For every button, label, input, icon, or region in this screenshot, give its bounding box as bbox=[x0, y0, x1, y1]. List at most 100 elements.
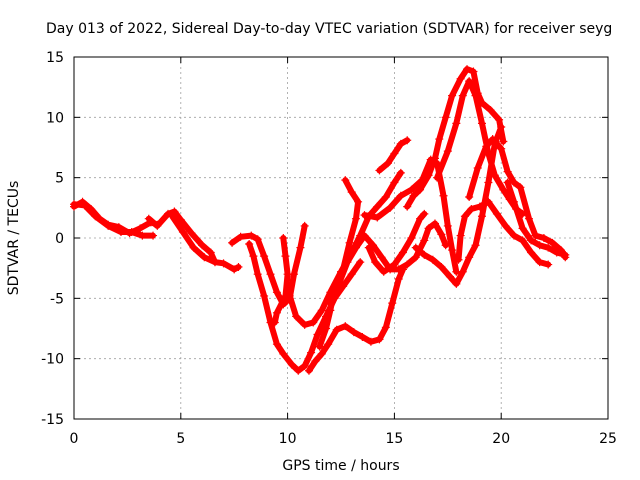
data-point-marker bbox=[373, 213, 382, 222]
data-point-marker bbox=[236, 232, 245, 241]
series-line bbox=[404, 66, 507, 210]
data-point-marker bbox=[253, 235, 262, 244]
data-point-marker bbox=[283, 270, 292, 279]
x-tick-label: 10 bbox=[279, 431, 297, 447]
data-point-marker bbox=[430, 219, 439, 228]
data-point-marker bbox=[358, 332, 367, 341]
data-point-marker bbox=[200, 253, 209, 262]
data-point-marker bbox=[311, 357, 320, 366]
data-point-marker bbox=[482, 142, 491, 151]
data-point-marker bbox=[437, 262, 446, 271]
series-line bbox=[169, 213, 242, 273]
data-point-marker bbox=[149, 231, 158, 240]
data-point-marker bbox=[458, 91, 467, 100]
data-point-marker bbox=[296, 243, 305, 252]
data-point-marker bbox=[334, 279, 343, 288]
series-arc-12 bbox=[360, 155, 461, 276]
x-tick-label: 15 bbox=[385, 431, 403, 447]
data-point-marker bbox=[394, 275, 403, 284]
series-arc-17 bbox=[433, 77, 527, 218]
data-point-marker bbox=[471, 241, 480, 250]
data-point-marker bbox=[465, 192, 474, 201]
data-point-marker bbox=[403, 136, 412, 145]
data-point-marker bbox=[516, 183, 525, 192]
data-point-marker bbox=[386, 203, 395, 212]
data-point-marker bbox=[260, 252, 269, 261]
data-point-marker bbox=[495, 115, 504, 124]
data-point-marker bbox=[266, 270, 275, 279]
data-point-marker bbox=[371, 258, 380, 267]
data-point-marker bbox=[388, 299, 397, 308]
data-point-marker bbox=[456, 231, 465, 240]
data-point-marker bbox=[294, 366, 303, 375]
series-line bbox=[316, 177, 362, 350]
data-point-marker bbox=[351, 243, 360, 252]
data-point-marker bbox=[345, 238, 354, 247]
data-point-marker bbox=[477, 119, 486, 128]
series-line bbox=[466, 136, 569, 261]
data-point-marker bbox=[279, 349, 288, 358]
data-point-marker bbox=[307, 348, 316, 357]
data-point-marker bbox=[170, 207, 179, 216]
data-point-marker bbox=[416, 214, 425, 223]
data-point-marker bbox=[411, 243, 420, 252]
data-point-marker bbox=[535, 241, 544, 250]
data-series bbox=[70, 65, 570, 375]
x-tick-label: 20 bbox=[492, 431, 510, 447]
data-point-marker bbox=[428, 255, 437, 264]
data-point-marker bbox=[486, 106, 495, 115]
axis-ticks: 0 5 10 15 20 25 -15 -10 -5 0 5 10 15 bbox=[41, 50, 617, 447]
data-point-marker bbox=[70, 200, 78, 209]
data-point-marker bbox=[206, 248, 215, 257]
data-point-marker bbox=[304, 366, 313, 375]
data-point-marker bbox=[475, 202, 484, 211]
data-point-marker bbox=[443, 221, 452, 230]
y-tick-label: 15 bbox=[46, 50, 64, 66]
data-point-marker bbox=[539, 234, 548, 242]
data-point-marker bbox=[317, 349, 326, 358]
data-point-marker bbox=[249, 252, 258, 261]
data-point-marker bbox=[465, 253, 474, 262]
data-point-marker bbox=[326, 299, 335, 308]
data-point-marker bbox=[381, 192, 390, 201]
y-tick-label: -10 bbox=[41, 352, 64, 368]
data-point-marker bbox=[104, 221, 113, 230]
data-point-marker bbox=[230, 265, 239, 274]
data-point-marker bbox=[375, 335, 384, 344]
data-point-marker bbox=[347, 270, 356, 279]
data-point-marker bbox=[341, 322, 350, 331]
data-point-marker bbox=[189, 243, 198, 252]
chart-title: Day 013 of 2022, Sidereal Day-to-day VTE… bbox=[46, 21, 612, 37]
x-tick-label: 25 bbox=[599, 431, 617, 447]
data-point-marker bbox=[360, 231, 369, 240]
data-point-marker bbox=[341, 176, 350, 185]
data-point-marker bbox=[510, 197, 519, 206]
data-point-marker bbox=[544, 260, 553, 269]
x-tick-label: 0 bbox=[70, 431, 79, 447]
data-point-marker bbox=[279, 234, 288, 242]
data-point-marker bbox=[497, 144, 506, 153]
data-point-marker bbox=[430, 154, 439, 163]
data-point-marker bbox=[465, 77, 474, 86]
data-point-marker bbox=[138, 231, 147, 240]
data-point-marker bbox=[420, 236, 429, 245]
data-point-marker bbox=[469, 67, 478, 76]
data-point-marker bbox=[433, 173, 442, 182]
data-point-marker bbox=[292, 312, 301, 321]
series-line bbox=[504, 179, 569, 258]
data-point-marker bbox=[272, 288, 281, 297]
series-arc-20 bbox=[503, 178, 570, 259]
data-point-marker bbox=[187, 229, 196, 238]
data-point-marker bbox=[377, 253, 386, 262]
data-point-marker bbox=[332, 325, 341, 334]
data-point-marker bbox=[407, 185, 416, 194]
data-point-marker bbox=[168, 212, 177, 221]
data-point-marker bbox=[460, 212, 469, 221]
data-point-marker bbox=[245, 240, 254, 249]
data-point-marker bbox=[390, 149, 399, 158]
data-point-marker bbox=[463, 65, 472, 74]
data-point-marker bbox=[322, 324, 331, 333]
data-point-marker bbox=[518, 224, 527, 233]
data-point-marker bbox=[390, 260, 399, 269]
